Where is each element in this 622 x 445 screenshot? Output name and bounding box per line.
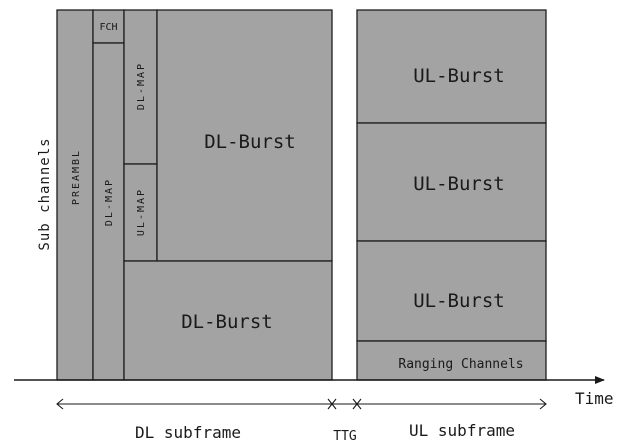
ranging-channels-label: Ranging Channels <box>398 357 523 372</box>
ttg-start-mark <box>327 398 337 410</box>
preamble-label: PREAMBL <box>71 149 82 205</box>
dl-subframe-label: DL subframe <box>135 423 241 442</box>
ttg-label: TTG <box>333 429 357 444</box>
dl-burst-lower-label: DL-Burst <box>181 311 273 333</box>
ul-subframe-label: UL subframe <box>409 421 515 440</box>
ul-burst-label-1: UL-Burst <box>413 65 505 87</box>
dl-map-left-label: DL-MAP <box>104 178 115 226</box>
dl-map-top-label: DL-MAP <box>136 62 147 110</box>
fch-label: FCH <box>99 22 117 33</box>
ul-burst-label-3: UL-Burst <box>413 290 505 312</box>
y-axis-label: Sub channels <box>37 137 53 250</box>
ul-subframe-span <box>357 398 547 410</box>
ul-map-label: UL-MAP <box>136 188 147 236</box>
dl-subframe-span <box>56 398 332 410</box>
dl-burst-upper-label: DL-Burst <box>204 131 296 153</box>
ranging-channels-block <box>356 340 547 381</box>
dl-burst-upper-block <box>156 9 333 262</box>
preamble-block <box>56 9 94 381</box>
ttg-end-mark <box>352 398 362 410</box>
ul-burst-block-3 <box>356 240 547 342</box>
ul-burst-block-1 <box>356 9 547 124</box>
ul-burst-label-2: UL-Burst <box>413 173 505 195</box>
x-axis-label: Time <box>575 389 614 408</box>
